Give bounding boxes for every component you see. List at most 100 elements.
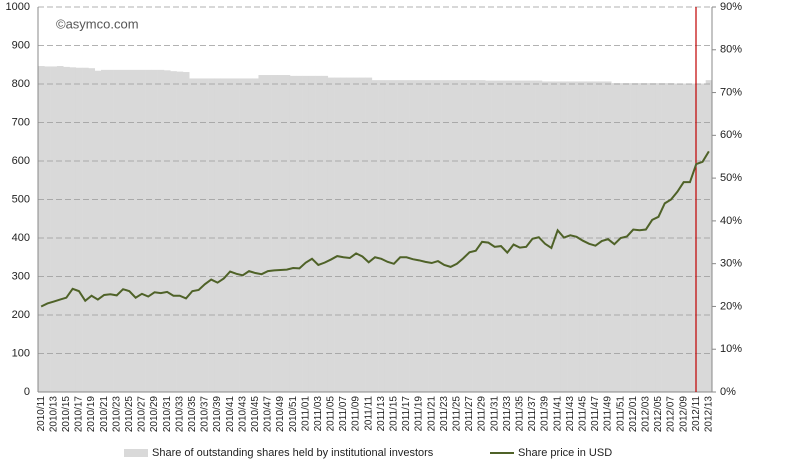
x-tick-label: 2011/47 [590,396,601,432]
bar [504,80,511,393]
bar [598,81,606,392]
bar [340,77,347,392]
bar [611,83,618,393]
bar [428,80,436,393]
x-tick-label: 2012/07 [666,396,677,433]
x-tick-label: 2010/13 [48,396,59,433]
x-tick-label: 2011/11 [363,396,374,431]
bar [82,67,89,392]
x-tick-label: 2010/27 [137,396,148,433]
bar [352,77,360,392]
y2-tick-label: 0% [720,386,736,398]
bar [699,83,707,393]
x-tick-label: 2011/23 [439,396,450,432]
bar [252,78,259,392]
bar [466,80,473,393]
bar [296,75,303,392]
x-tick-label: 2010/19 [86,396,97,433]
x-tick-label: 2010/11 [36,396,47,432]
y-tick-label: 800 [12,78,30,90]
x-tick-label: 2012/03 [641,396,652,433]
bar [403,80,410,393]
x-tick-label: 2011/19 [414,396,425,432]
x-tick-label: 2011/35 [515,396,526,432]
bar [529,80,536,393]
y2-tick-label: 50% [720,172,742,184]
bar [523,80,530,393]
bar [359,77,366,392]
bar [132,69,140,392]
bar [705,80,713,393]
x-tick-label: 2010/35 [187,396,198,433]
x-tick-label: 2012/09 [678,396,689,433]
bar [516,80,524,393]
x-tick-label: 2011/09 [351,396,362,432]
x-tick-label: 2011/31 [489,396,500,432]
x-tick-label: 2010/45 [250,396,261,433]
bar [119,69,127,392]
bar [579,81,587,392]
y-tick-label: 600 [12,155,30,167]
bar [264,75,272,393]
bar [371,80,379,393]
x-tick-label: 2011/15 [389,396,400,432]
bar [226,78,234,392]
x-tick-label: 2011/07 [338,396,349,432]
x-tick-label: 2010/49 [275,396,286,433]
bar [327,77,335,392]
bar [100,69,108,392]
bar [630,83,637,393]
bar [94,70,102,392]
bar [334,77,341,392]
bar [245,78,253,392]
bar [667,83,675,393]
bar [44,66,51,392]
bar [258,75,266,393]
x-tick-label: 2010/51 [288,396,299,433]
bar [289,75,297,392]
x-tick-label: 2012/05 [653,396,664,433]
x-tick-label: 2010/33 [174,396,185,433]
bar [63,66,70,392]
y-tick-label: 0 [24,386,30,398]
bar [321,75,329,392]
bar [409,80,417,393]
bar [548,81,555,392]
bar [56,66,64,393]
x-tick-label: 2010/37 [200,396,211,433]
legend-label: Share of outstanding shares held by inst… [152,447,434,459]
y2-tick-label: 60% [720,129,742,141]
bar [189,78,196,392]
bar [233,78,240,392]
watermark: ©asymco.com [56,16,139,31]
x-tick-label: 2011/45 [578,396,589,432]
bar [69,67,77,393]
bar [378,80,385,393]
x-tick-label: 2011/33 [502,396,513,432]
x-tick-label: 2010/23 [111,396,122,433]
x-tick-label: 2010/25 [124,396,135,433]
y2-tick-label: 80% [720,44,742,56]
x-tick-label: 2010/39 [212,396,223,433]
x-tick-label: 2011/27 [464,396,475,432]
y-tick-label: 200 [12,309,30,321]
x-tick-label: 2011/03 [313,396,324,432]
y-tick-label: 500 [12,193,30,205]
bar [346,77,354,392]
bar [157,69,165,392]
y2-tick-label: 70% [720,86,742,98]
bar [277,75,284,393]
bar [176,71,184,392]
x-tick-label: 2010/47 [263,396,274,433]
bar [126,69,133,392]
x-tick-label: 2011/39 [540,396,551,432]
bar [441,80,448,393]
bar [422,80,429,393]
bar [302,75,310,392]
bar [75,67,83,392]
bar [271,75,278,393]
bar [478,80,486,393]
x-tick-label: 2010/17 [74,396,85,433]
y-tick-label: 300 [12,270,30,282]
